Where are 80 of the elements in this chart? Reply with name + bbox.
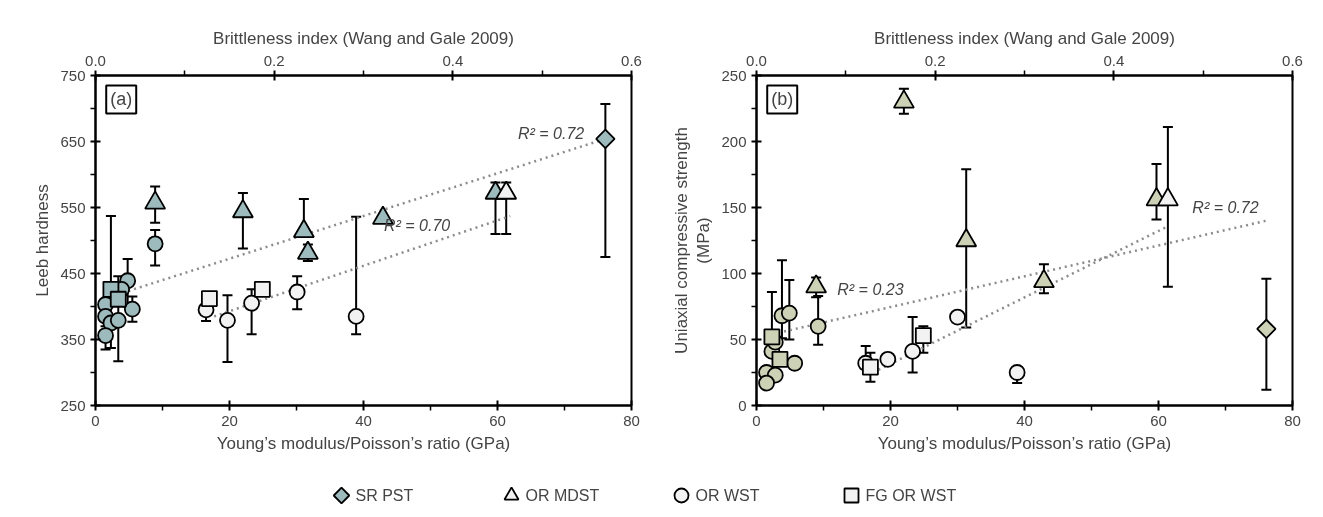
point: [109, 311, 127, 329]
annotation: R² = 0.72: [517, 125, 585, 143]
point: [201, 290, 218, 307]
x2-tick-label: 0.2: [924, 51, 946, 69]
point: [805, 274, 828, 294]
y-tick-label: 650: [60, 132, 86, 150]
y-tick-label: 50: [729, 330, 747, 348]
x-tick-label: 80: [623, 411, 640, 429]
legend-label: SR PST: [355, 487, 414, 504]
legend-label: FG OR WST: [865, 487, 957, 504]
point: [862, 358, 879, 376]
point: [109, 290, 127, 308]
point: [893, 89, 915, 109]
point: [904, 342, 922, 360]
point: [292, 218, 315, 238]
y-tick-label: 200: [721, 132, 747, 150]
x2-tick-label: 0.2: [263, 51, 285, 69]
annotation: R² = 0.23: [837, 280, 904, 298]
y-tick-label: 550: [60, 198, 86, 216]
x-tick-label: 20: [882, 411, 899, 429]
point: [879, 350, 897, 368]
x-tick-label: 20: [221, 411, 238, 429]
x2-axis-title: Brittleness index (Wang and Gale 2009): [213, 28, 514, 48]
point: [146, 235, 164, 253]
point: [347, 308, 365, 325]
x-tick-label: 40: [355, 411, 372, 429]
point: [949, 308, 966, 326]
x2-tick-label: 0.6: [621, 51, 642, 69]
annotation: (a): [110, 89, 133, 110]
y-axis-title: Uniaxial compressive strength (MPa): [671, 127, 714, 354]
point: [296, 240, 319, 260]
x-axis-title: Young’s modulus/Poisson’s ratio (GPa): [877, 433, 1172, 453]
x-tick-label: 60: [489, 411, 506, 429]
point: [914, 327, 932, 344]
x2-tick-label: 0.0: [85, 51, 106, 69]
x2-tick-label: 0.0: [746, 51, 767, 69]
y-axis-title: Leeb hardness: [33, 184, 53, 297]
point: [758, 374, 775, 392]
point: [780, 304, 798, 322]
annotation: R² = 0.70: [383, 216, 451, 234]
point: [253, 280, 271, 298]
point: [232, 199, 254, 219]
y-tick-label: 0: [738, 396, 747, 414]
x-tick-label: 60: [1150, 411, 1167, 429]
point: [1256, 318, 1277, 340]
point: [495, 180, 518, 200]
x2-tick-label: 0.6: [1282, 51, 1303, 69]
y-tick-label: 450: [60, 264, 86, 282]
point: [123, 300, 141, 318]
point: [219, 311, 236, 329]
x-axis-title: Young’s modulus/Poisson’s ratio (GPa): [216, 433, 511, 453]
point: [1033, 268, 1055, 289]
point: [97, 327, 114, 344]
y-tick-label: 750: [60, 66, 86, 84]
y-tick-label: 350: [60, 330, 86, 348]
y-tick-label: 250: [60, 396, 86, 414]
x2-axis-title: Brittleness index (Wang and Gale 2009): [874, 28, 1175, 48]
legend-label: OR MDST: [525, 487, 600, 504]
point: [1156, 187, 1179, 207]
point: [786, 354, 804, 372]
x2-tick-label: 0.4: [1103, 51, 1125, 69]
point: [144, 190, 167, 210]
legend-label: OR WST: [695, 487, 760, 504]
y-tick-label: 250: [721, 66, 747, 84]
y-tick-label: 100: [721, 264, 747, 282]
annotation: (b): [771, 89, 794, 110]
point: [288, 283, 306, 301]
point: [771, 350, 789, 368]
x-tick-label: 0: [752, 411, 761, 429]
annotation: R² = 0.72: [1192, 198, 1259, 216]
x2-tick-label: 0.4: [442, 51, 464, 69]
point: [763, 328, 781, 346]
point: [955, 228, 978, 248]
x-tick-label: 0: [91, 411, 100, 429]
point: [243, 294, 261, 312]
point: [1008, 364, 1026, 381]
y-tick-label: 150: [721, 198, 747, 216]
x-tick-label: 40: [1016, 411, 1033, 429]
x-tick-label: 80: [1284, 411, 1301, 429]
point: [809, 317, 827, 335]
